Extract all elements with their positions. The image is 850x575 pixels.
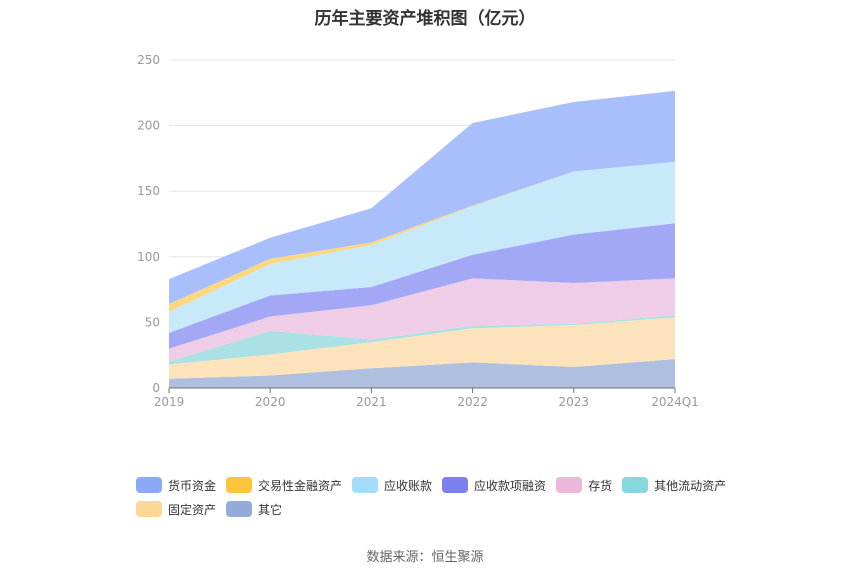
legend-swatch: [226, 477, 253, 493]
legend-swatch: [136, 501, 162, 517]
legend-label: 货币资金: [168, 478, 217, 493]
legend-swatch: [136, 477, 162, 493]
area-series: [169, 90, 675, 388]
legend-label: 固定资产: [168, 502, 217, 517]
legend-item-fixed-assets[interactable]: 固定资产: [136, 501, 216, 518]
legend-item-inventory[interactable]: 存货: [556, 477, 612, 494]
area-series-其它: [169, 359, 675, 388]
legend-swatch: [442, 477, 469, 493]
y-tick-label: 50: [145, 315, 160, 329]
area-series-其他流动资产: [169, 315, 675, 365]
x-tick-label: 2021: [356, 395, 387, 409]
legend-item-cash[interactable]: 货币资金: [136, 477, 216, 494]
legend-row-2: 固定资产 其它: [136, 497, 756, 521]
legend-row-1: 货币资金 交易性金融资产 应收账款 应收款项融资 存货 其他流动资产: [136, 473, 756, 497]
y-tick-label: 100: [137, 250, 160, 264]
area-series-应收款项融资: [169, 223, 675, 349]
y-axis-ticks: 0 50 100 150 200 250: [137, 53, 160, 395]
x-tick-label: 2020: [255, 395, 286, 409]
legend: 货币资金 交易性金融资产 应收账款 应收款项融资 存货 其他流动资产 固定资产: [136, 473, 756, 521]
y-tick-label: 150: [137, 184, 160, 198]
legend-label: 其他流动资产: [654, 478, 727, 493]
legend-swatch: [352, 477, 379, 493]
legend-label: 交易性金融资产: [258, 478, 343, 493]
area-series-存货: [169, 278, 675, 362]
legend-item-other-current-assets[interactable]: 其他流动资产: [622, 477, 726, 494]
legend-swatch: [226, 501, 253, 517]
legend-item-other[interactable]: 其它: [226, 501, 282, 518]
legend-item-receivables[interactable]: 应收账款: [352, 477, 432, 494]
x-tick-label: 2019: [154, 395, 185, 409]
legend-swatch: [622, 477, 649, 493]
data-source: 数据来源：恒生聚源: [366, 550, 484, 565]
chart-title: 历年主要资产堆积图（亿元）: [314, 9, 536, 29]
y-tick-label: 0: [152, 381, 160, 395]
legend-label: 应收账款: [384, 478, 433, 493]
legend-label: 存货: [588, 478, 613, 493]
x-axis: 2019 2020 2021 2022 2023 2024Q1: [154, 387, 699, 409]
legend-label: 应收款项融资: [474, 478, 547, 493]
legend-item-receivables-financing[interactable]: 应收款项融资: [442, 477, 546, 494]
area-series-应收账款: [169, 161, 675, 333]
stacked-area-chart: 0 50 100 150 200 250 2019 2020 2021 2022 2023 2024…: [137, 53, 699, 409]
y-tick-label: 200: [137, 119, 160, 133]
x-tick-label: 2024Q1: [651, 395, 699, 409]
legend-swatch: [556, 477, 583, 493]
x-tick-label: 2023: [559, 395, 590, 409]
area-series-货币资金: [169, 90, 675, 304]
legend-item-trading-assets[interactable]: 交易性金融资产: [226, 477, 342, 494]
x-tick-label: 2022: [457, 395, 488, 409]
area-series-固定资产: [169, 317, 675, 379]
y-tick-label: 250: [137, 53, 160, 67]
legend-label: 其它: [258, 502, 283, 517]
